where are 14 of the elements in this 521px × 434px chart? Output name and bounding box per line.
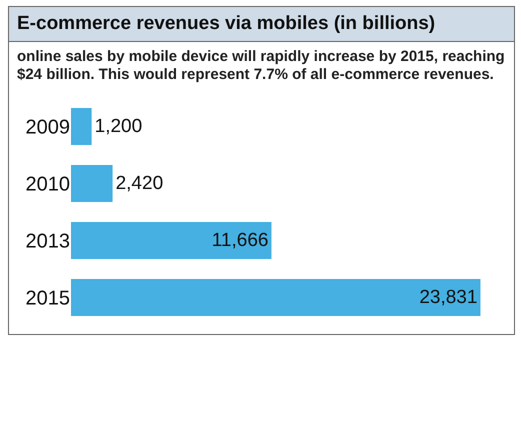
data-label: 2,420 (116, 173, 164, 194)
bar (71, 278, 480, 316)
bar (71, 108, 92, 146)
bar (71, 222, 272, 260)
y-tick-label: 2015 (26, 288, 70, 310)
bar (71, 164, 113, 202)
y-tick-label: 2013 (26, 230, 70, 252)
chart-title: E-commerce revenues via mobiles (in billions) (9, 7, 514, 42)
data-label: 23,831 (419, 287, 478, 308)
y-tick-label: 2010 (26, 174, 70, 196)
y-tick-label: 2009 (26, 116, 70, 138)
chart-subtitle: online sales by mobile device will rapidly increase by 2015, reaching $24 billion. This would represent 7.7% of all e-commerce revenues. (16, 47, 506, 84)
data-label: 11,666 (212, 230, 268, 252)
data-label: 1,200 (94, 116, 142, 137)
